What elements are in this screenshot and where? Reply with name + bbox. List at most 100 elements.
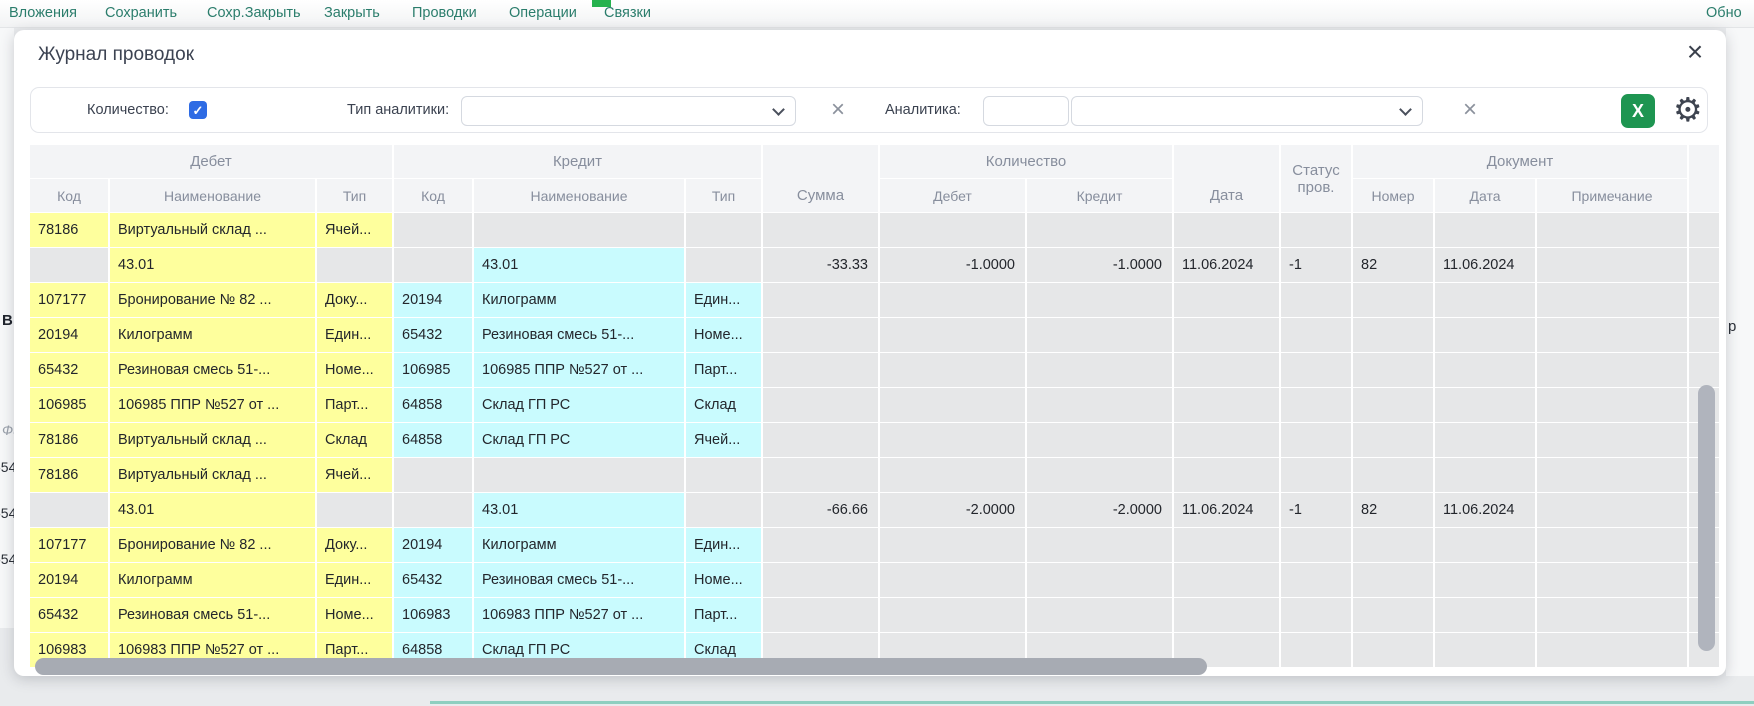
table-cell[interactable] — [763, 563, 878, 597]
table-cell[interactable]: 64858 — [394, 423, 472, 457]
table-cell[interactable]: 20194 — [394, 528, 472, 562]
table-cell[interactable]: Един... — [317, 563, 392, 597]
table-cell[interactable]: Един... — [686, 283, 761, 317]
table-cell[interactable]: Бронирование № 82 ... — [110, 528, 315, 562]
table-cell[interactable]: 11.06.2024 — [1435, 493, 1535, 527]
table-cell[interactable] — [1353, 598, 1433, 632]
table-cell[interactable]: Склад ГП РС — [474, 423, 684, 457]
table-cell[interactable] — [1174, 563, 1279, 597]
table-cell[interactable] — [317, 493, 392, 527]
table-cell[interactable]: Ячей... — [317, 458, 392, 492]
table-cell[interactable] — [1435, 388, 1535, 422]
table-cell[interactable] — [1435, 633, 1535, 667]
table-cell[interactable]: 43.01 — [110, 493, 315, 527]
table-cell[interactable]: 78186 — [30, 458, 108, 492]
table-cell[interactable] — [474, 213, 684, 247]
table-cell[interactable] — [1281, 458, 1351, 492]
table-cell[interactable] — [880, 528, 1025, 562]
quantity-checkbox[interactable]: ✓ — [189, 101, 207, 119]
table-cell[interactable] — [880, 318, 1025, 352]
table-cell[interactable] — [1027, 528, 1172, 562]
table-cell[interactable] — [1174, 423, 1279, 457]
table-cell[interactable]: 20194 — [30, 318, 108, 352]
table-cell[interactable] — [1174, 528, 1279, 562]
table-cell[interactable] — [1281, 213, 1351, 247]
table-cell[interactable] — [880, 283, 1025, 317]
horizontal-scrollbar[interactable] — [35, 658, 1207, 675]
table-cell[interactable]: Резиновая смесь 51-... — [474, 563, 684, 597]
table-cell[interactable] — [686, 493, 761, 527]
table-cell[interactable] — [763, 423, 878, 457]
table-cell[interactable] — [1353, 528, 1433, 562]
table-cell[interactable]: Резиновая смесь 51-... — [110, 598, 315, 632]
table-cell[interactable] — [1027, 213, 1172, 247]
table-cell[interactable] — [1281, 283, 1351, 317]
table-cell[interactable]: 65432 — [30, 598, 108, 632]
menu-item-refresh[interactable]: Обно — [1706, 5, 1742, 21]
vertical-scrollbar[interactable] — [1698, 385, 1715, 651]
table-cell[interactable]: -1 — [1281, 493, 1351, 527]
table-cell[interactable] — [1435, 563, 1535, 597]
table-cell[interactable] — [1281, 598, 1351, 632]
table-cell[interactable] — [1281, 563, 1351, 597]
table-cell[interactable] — [763, 528, 878, 562]
table-cell[interactable] — [30, 493, 108, 527]
table-cell[interactable] — [880, 213, 1025, 247]
table-cell[interactable] — [317, 248, 392, 282]
table-cell[interactable]: Номе... — [686, 318, 761, 352]
table-cell[interactable]: Килограмм — [474, 283, 684, 317]
table-cell[interactable] — [1281, 423, 1351, 457]
menu-item-4[interactable]: Закрыть — [324, 5, 380, 21]
table-cell[interactable] — [1537, 388, 1687, 422]
table-cell[interactable]: Парт... — [686, 353, 761, 387]
table-cell[interactable] — [1353, 283, 1433, 317]
table-cell[interactable] — [1027, 283, 1172, 317]
analytics-code-input[interactable] — [983, 96, 1069, 126]
table-cell[interactable]: Доку... — [317, 283, 392, 317]
table-cell[interactable] — [1281, 528, 1351, 562]
table-cell[interactable] — [686, 248, 761, 282]
table-cell[interactable] — [1353, 353, 1433, 387]
table-cell[interactable] — [880, 388, 1025, 422]
table-cell[interactable]: Виртуальный склад ... — [110, 458, 315, 492]
table-cell[interactable]: 64858 — [394, 388, 472, 422]
table-cell[interactable]: 11.06.2024 — [1174, 248, 1279, 282]
table-cell[interactable]: -1 — [1281, 248, 1351, 282]
table-cell[interactable]: Склад — [317, 423, 392, 457]
table-cell[interactable] — [1174, 388, 1279, 422]
table-cell[interactable] — [1353, 423, 1433, 457]
table-cell[interactable]: 78186 — [30, 423, 108, 457]
table-cell[interactable] — [763, 353, 878, 387]
table-cell[interactable] — [880, 423, 1025, 457]
table-cell[interactable] — [880, 353, 1025, 387]
table-cell[interactable]: Склад ГП РС — [474, 388, 684, 422]
table-cell[interactable]: 82 — [1353, 248, 1433, 282]
table-cell[interactable]: Килограмм — [474, 528, 684, 562]
table-cell[interactable]: -1.0000 — [1027, 248, 1172, 282]
table-cell[interactable] — [1435, 283, 1535, 317]
table-cell[interactable]: Номе... — [686, 563, 761, 597]
table-cell[interactable]: 43.01 — [474, 248, 684, 282]
table-cell[interactable]: 78186 — [30, 213, 108, 247]
table-cell[interactable] — [1435, 318, 1535, 352]
excel-export-button[interactable]: X — [1621, 94, 1655, 128]
table-cell[interactable] — [1174, 213, 1279, 247]
table-cell[interactable]: -1.0000 — [880, 248, 1025, 282]
analytics-type-select[interactable] — [461, 96, 796, 126]
table-cell[interactable]: 107177 — [30, 528, 108, 562]
table-cell[interactable] — [1435, 528, 1535, 562]
table-cell[interactable] — [1027, 318, 1172, 352]
table-cell[interactable] — [1537, 493, 1687, 527]
table-cell[interactable] — [1174, 353, 1279, 387]
table-cell[interactable] — [1027, 423, 1172, 457]
table-cell[interactable]: 43.01 — [110, 248, 315, 282]
table-cell[interactable]: Ячей... — [317, 213, 392, 247]
table-cell[interactable]: 20194 — [394, 283, 472, 317]
table-cell[interactable]: 106985 ППР №527 от ... — [474, 353, 684, 387]
table-cell[interactable] — [686, 213, 761, 247]
table-cell[interactable] — [1435, 423, 1535, 457]
table-cell[interactable] — [1435, 213, 1535, 247]
table-cell[interactable] — [880, 563, 1025, 597]
table-cell[interactable] — [1027, 458, 1172, 492]
table-cell[interactable] — [1435, 598, 1535, 632]
